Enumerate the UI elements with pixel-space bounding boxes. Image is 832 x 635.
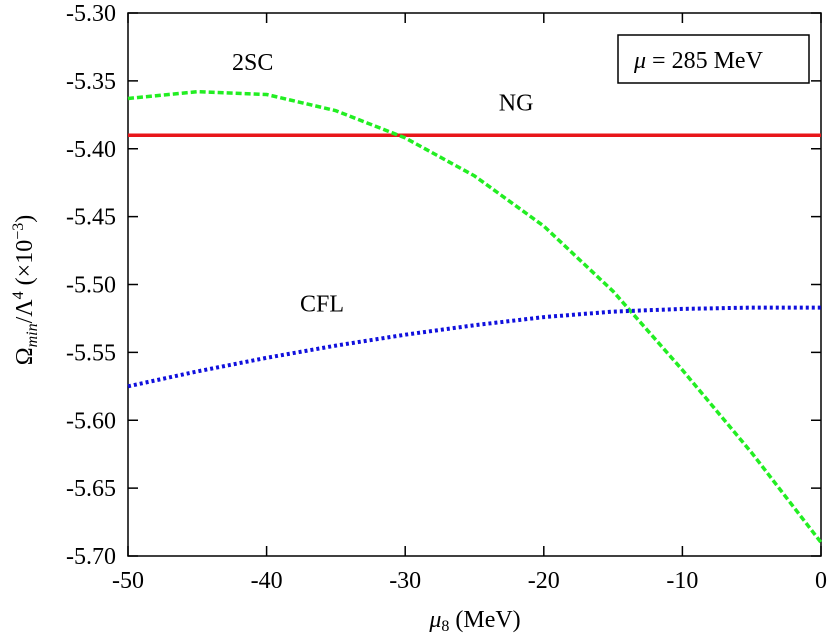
x-tick-label: 0 — [815, 568, 827, 594]
tick-labels: -50 -40 -30 -20 -10 0 -5.30 -5.35 -5.40 -5.45 -5.5… — [66, 1, 827, 594]
series-label-ng: NG — [499, 91, 534, 117]
axis-ticks — [127, 12, 822, 557]
y-tick-label: -5.30 — [66, 1, 116, 27]
x-axis-symbol: μ — [428, 607, 441, 633]
x-axis-label: μ8 (MeV) — [428, 607, 520, 635]
y-tick-label: -5.60 — [66, 408, 116, 434]
y-axis-close: ) — [12, 215, 38, 223]
x-tick-label: -40 — [251, 568, 283, 594]
legend-box: μ = 285 MeV — [617, 34, 810, 84]
y-tick-label: -5.50 — [66, 273, 116, 299]
legend-frame — [617, 34, 810, 84]
y-tick-label: -5.45 — [66, 205, 116, 231]
legend-value: = 285 MeV — [646, 48, 764, 74]
y-tick-label: -5.65 — [66, 476, 116, 502]
y-tick-label: -5.35 — [66, 69, 116, 95]
series-line-cfl — [127, 305, 821, 389]
series-label-2sc: 2SC — [232, 50, 273, 76]
series-labels: NG 2SC CFL — [232, 50, 533, 318]
series-label-cfl: CFL — [300, 292, 344, 318]
y-axis-sup: 4 — [10, 291, 27, 299]
x-axis-unit: (MeV) — [449, 607, 520, 633]
y-tick-label: -5.70 — [66, 544, 116, 570]
y-tick-label: -5.40 — [66, 137, 116, 163]
x-tick-label: -10 — [666, 568, 698, 594]
x-axis-subscript: 8 — [441, 618, 449, 635]
y-axis-sub: min — [24, 323, 41, 347]
x-tick-label: -20 — [528, 568, 560, 594]
x-tick-label: -30 — [389, 568, 421, 594]
series-group — [127, 89, 823, 544]
y-axis-lambda: /Λ — [12, 299, 38, 324]
legend-mu: μ — [633, 48, 646, 74]
x-tick-label: -50 — [112, 568, 144, 594]
y-axis-exponent: −3 — [10, 223, 27, 240]
y-axis-label: Ωmin/Λ4 (×10−3) — [10, 215, 41, 365]
y-tick-label: -5.55 — [66, 340, 116, 366]
series-line-2sc — [127, 89, 823, 544]
y-axis-factor: (×10 — [12, 240, 38, 292]
legend-text: μ = 285 MeV — [633, 48, 764, 74]
y-axis-omega: Ω — [12, 347, 38, 365]
